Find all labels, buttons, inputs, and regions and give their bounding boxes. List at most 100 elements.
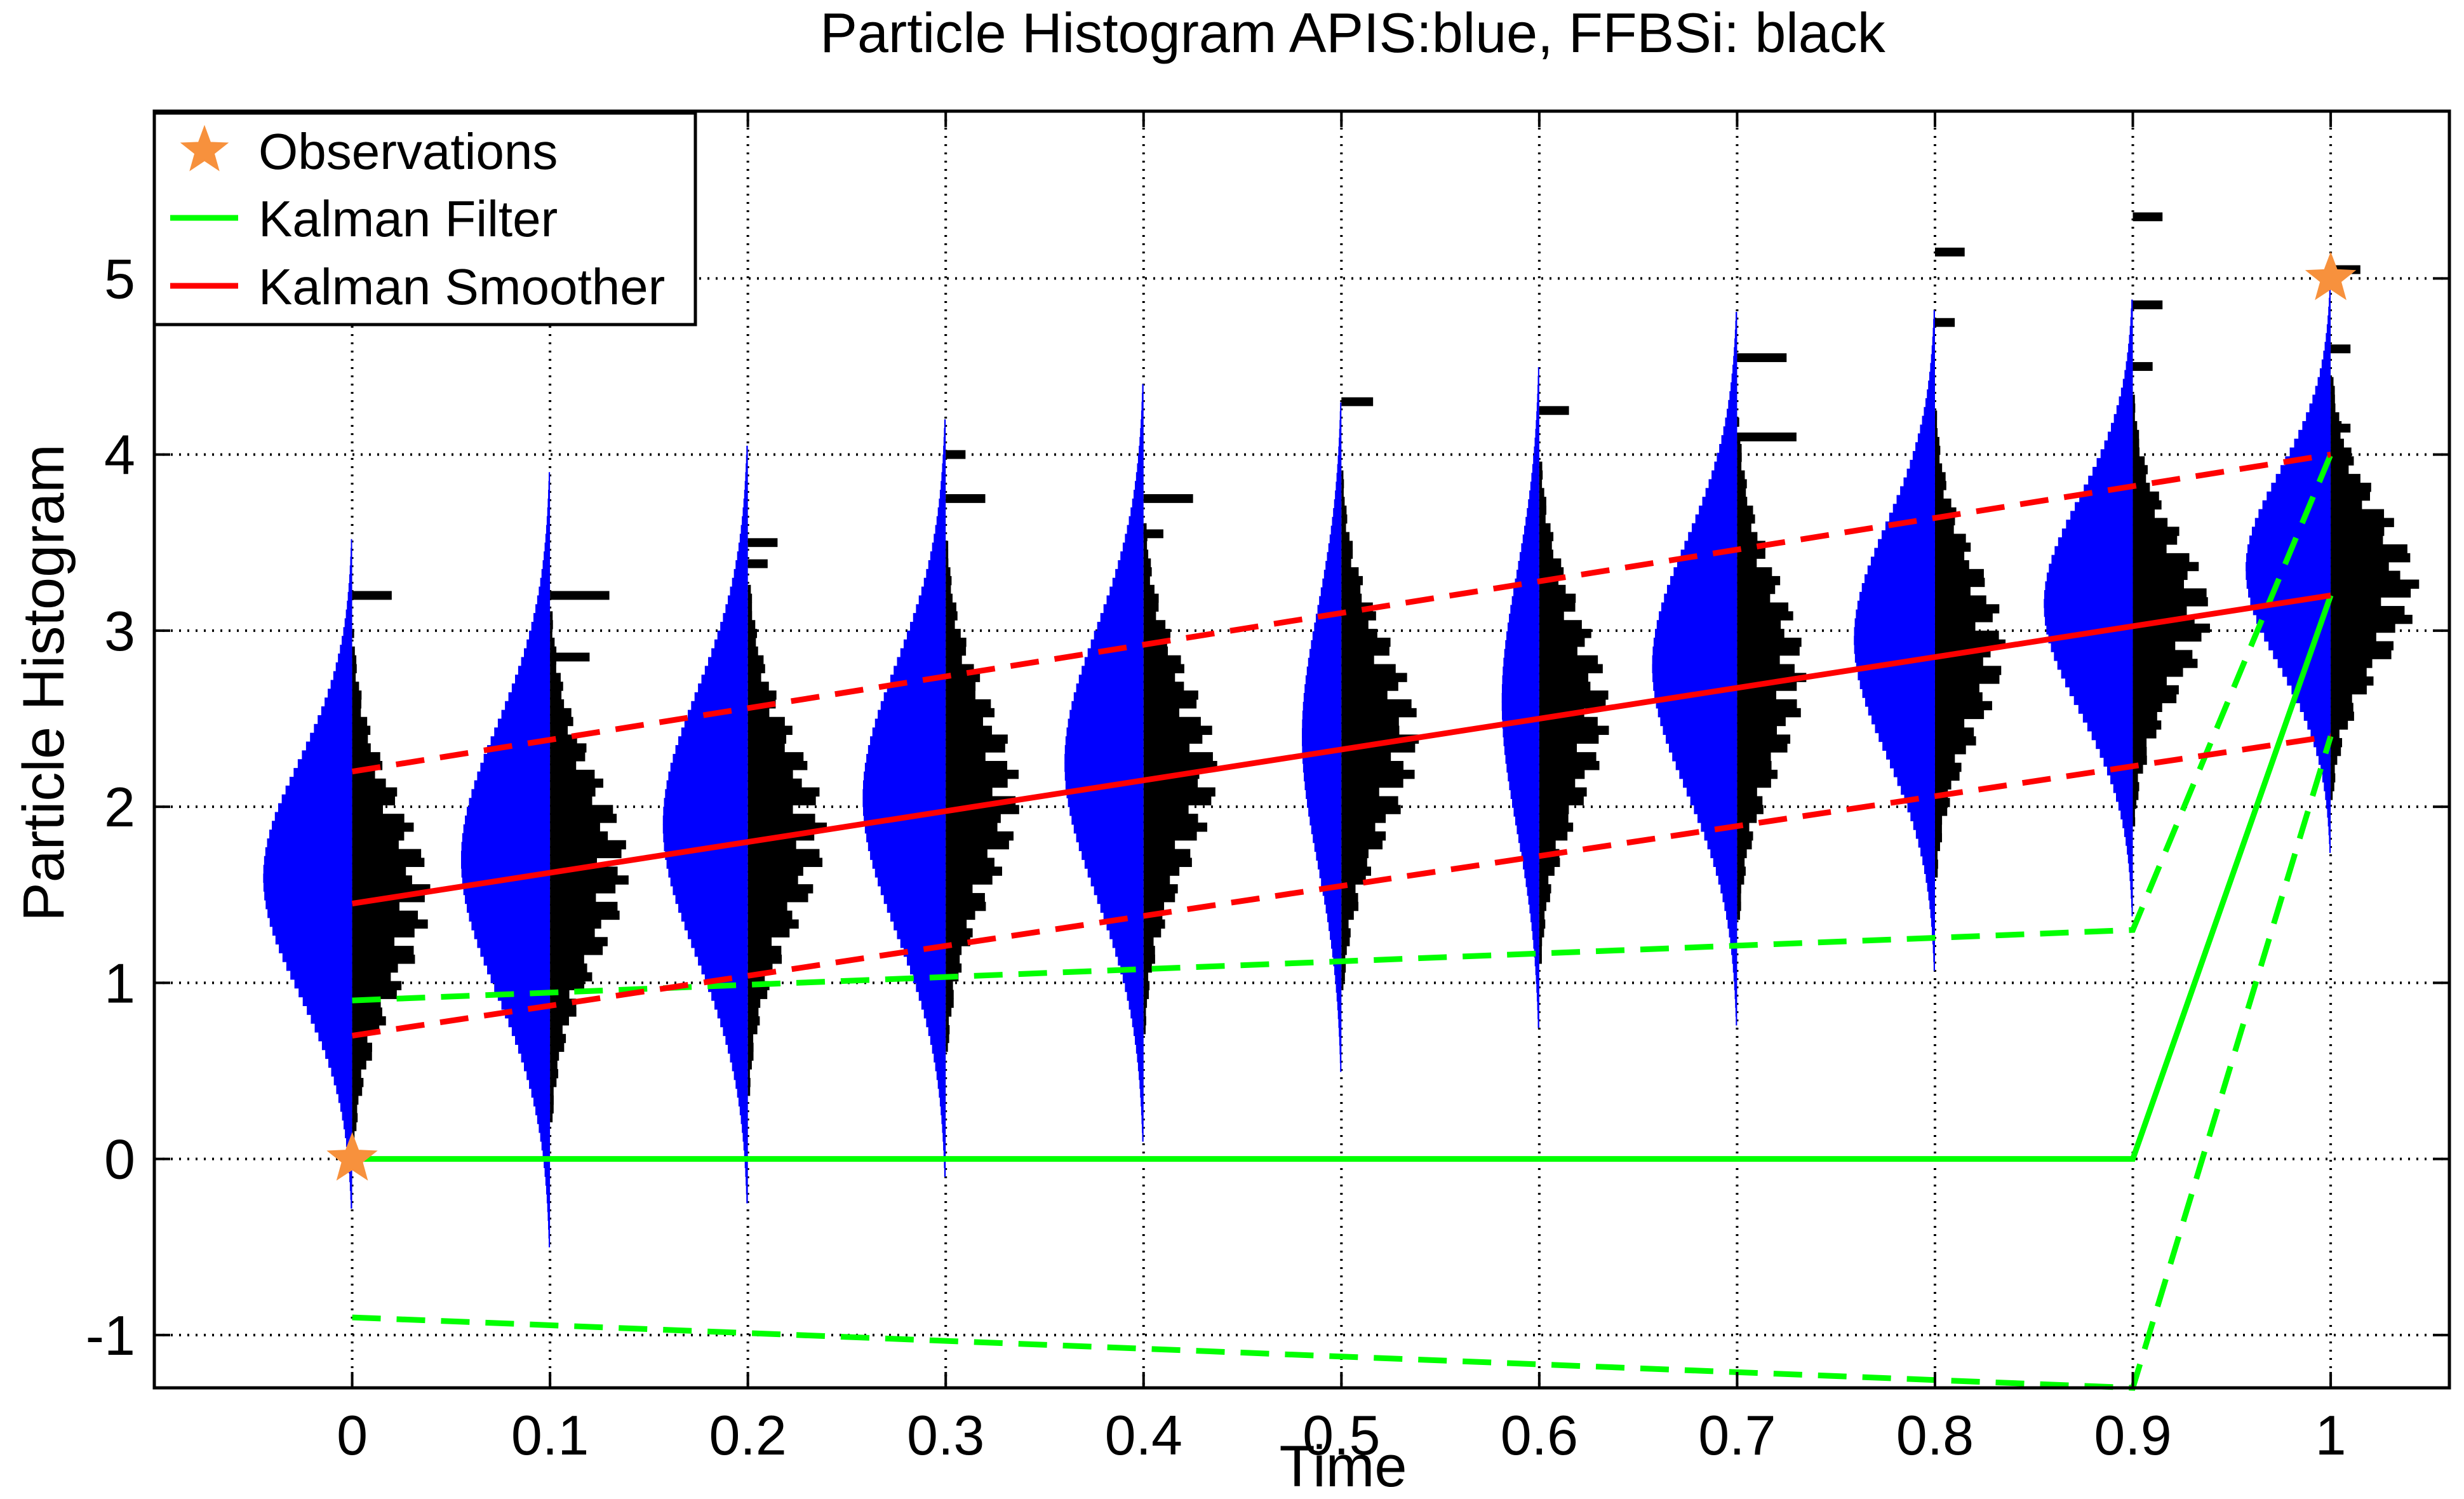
apis-histogram-bar bbox=[668, 868, 748, 878]
ffbsi-histogram-bar bbox=[1934, 630, 1999, 640]
apis-histogram-bar bbox=[526, 1070, 551, 1080]
apis-histogram-bar bbox=[1064, 762, 1144, 772]
ffbsi-histogram-bar bbox=[946, 655, 962, 665]
apis-histogram-bar bbox=[746, 454, 748, 464]
apis-histogram-bar bbox=[264, 856, 352, 866]
ffbsi-histogram-bar bbox=[550, 1025, 563, 1035]
ffbsi-histogram-bar bbox=[747, 884, 814, 894]
ffbsi-histogram-bar bbox=[1143, 673, 1175, 682]
apis-histogram-bar bbox=[1312, 631, 1342, 641]
ffbsi-histogram-bar bbox=[550, 708, 572, 718]
ffbsi-histogram-bar bbox=[1143, 584, 1155, 595]
legend-label: Kalman Filter bbox=[258, 191, 558, 247]
ffbsi-histogram-bar bbox=[1341, 514, 1348, 524]
apis-histogram-bar bbox=[505, 701, 551, 711]
apis-histogram-bar bbox=[1517, 569, 1539, 579]
apis-histogram-bar bbox=[913, 613, 946, 622]
ffbsi-histogram-bar bbox=[946, 814, 1001, 823]
ffbsi-histogram-bar bbox=[550, 682, 563, 691]
apis-histogram-bar bbox=[463, 885, 551, 896]
apis-histogram-bar bbox=[714, 1000, 748, 1010]
apis-histogram-bar bbox=[2127, 845, 2133, 855]
ffbsi-histogram-bar bbox=[1341, 796, 1398, 805]
apis-histogram-bar bbox=[1073, 692, 1144, 702]
apis-histogram-bar bbox=[1501, 701, 1539, 711]
ffbsi-histogram-bar bbox=[1737, 778, 1771, 788]
ffbsi-histogram-bar bbox=[1143, 690, 1198, 700]
ffbsi-histogram-bar bbox=[1539, 532, 1554, 542]
ffbsi-outlier-bar bbox=[1737, 353, 1787, 363]
apis-histogram-bar bbox=[1140, 1088, 1144, 1098]
x-tick-label: 1 bbox=[2315, 1404, 2347, 1467]
ffbsi-histogram-bar bbox=[1737, 593, 1771, 603]
ffbsi-histogram-bar bbox=[550, 981, 584, 991]
ffbsi-histogram-bar bbox=[1341, 470, 1344, 480]
ffbsi-histogram-bar bbox=[1539, 752, 1597, 762]
ffbsi-histogram-bar bbox=[2133, 465, 2148, 474]
ffbsi-histogram-bar bbox=[1341, 575, 1363, 586]
legend-label: Observations bbox=[258, 123, 558, 180]
apis-histogram-bar bbox=[744, 1159, 748, 1169]
ffbsi-histogram-bar bbox=[946, 602, 956, 612]
apis-histogram-bar bbox=[1661, 602, 1738, 612]
ffbsi-histogram-bar bbox=[1539, 461, 1543, 471]
apis-histogram-bar bbox=[505, 1009, 551, 1019]
apis-histogram-bar bbox=[711, 648, 748, 658]
apis-histogram-bar bbox=[934, 1053, 946, 1063]
apis-histogram-bar bbox=[1865, 697, 1935, 707]
apis-histogram-bar bbox=[2302, 420, 2331, 431]
apis-histogram-bar bbox=[2266, 491, 2331, 501]
apis-histogram-bar bbox=[1714, 461, 1738, 471]
apis-histogram-bar bbox=[1094, 885, 1144, 896]
ffbsi-histogram-bar bbox=[1539, 734, 1599, 744]
apis-histogram-bar bbox=[272, 926, 352, 936]
ffbsi-histogram-bar bbox=[2133, 720, 2162, 730]
apis-histogram-bar bbox=[2130, 880, 2133, 891]
apis-histogram-bar bbox=[1536, 974, 1539, 985]
ffbsi-histogram-bar bbox=[1539, 892, 1550, 903]
ffbsi-histogram-bar bbox=[2331, 614, 2413, 624]
ffbsi-histogram-bar bbox=[2133, 518, 2168, 527]
apis-histogram-bar bbox=[1510, 790, 1539, 799]
apis-histogram-bar bbox=[1655, 629, 1738, 638]
apis-histogram-bar bbox=[1335, 490, 1342, 500]
apis-histogram-bar bbox=[1141, 401, 1144, 411]
apis-histogram-bar bbox=[1732, 954, 1738, 964]
apis-histogram-bar bbox=[1520, 842, 1539, 852]
ffbsi-histogram-bar bbox=[550, 875, 629, 885]
ffbsi-histogram-bar bbox=[1934, 525, 1954, 534]
ffbsi-histogram-bar bbox=[1539, 796, 1584, 805]
apis-histogram-bar bbox=[2131, 898, 2133, 908]
apis-histogram-bar bbox=[1078, 842, 1144, 852]
ffbsi-histogram-bar bbox=[2133, 527, 2179, 536]
apis-histogram-bar bbox=[1933, 953, 1935, 962]
apis-histogram-bar bbox=[1142, 1124, 1144, 1133]
ffbsi-histogram-bar bbox=[1341, 901, 1359, 911]
ffbsi-histogram-bar bbox=[1341, 928, 1351, 938]
apis-histogram-bar bbox=[1512, 798, 1539, 808]
apis-histogram-bar bbox=[1314, 842, 1342, 852]
apis-histogram-bar bbox=[2051, 555, 2133, 565]
ffbsi-histogram-bar bbox=[550, 1042, 565, 1052]
ffbsi-histogram-bar bbox=[352, 1042, 372, 1052]
apis-histogram-bar bbox=[2065, 678, 2133, 688]
ffbsi-histogram-bar bbox=[1341, 752, 1391, 762]
apis-histogram-bar bbox=[345, 1129, 352, 1138]
ffbsi-histogram-bar bbox=[1539, 866, 1555, 876]
ffbsi-histogram-bar bbox=[1934, 445, 1941, 455]
apis-histogram-bar bbox=[2246, 561, 2331, 572]
ffbsi-histogram-bar bbox=[1934, 762, 1962, 772]
apis-histogram-bar bbox=[681, 727, 748, 737]
apis-histogram-bar bbox=[1886, 750, 1935, 760]
ffbsi-histogram-bar bbox=[2331, 386, 2335, 395]
apis-histogram-bar bbox=[1327, 552, 1342, 561]
ffbsi-histogram-bar bbox=[352, 1113, 358, 1122]
apis-histogram-bar bbox=[1106, 921, 1144, 931]
ffbsi-histogram-bar bbox=[550, 778, 603, 788]
ffbsi-histogram-bar bbox=[1934, 428, 1938, 438]
apis-histogram-bar bbox=[333, 671, 352, 681]
apis-histogram-bar bbox=[1337, 1010, 1342, 1019]
ffbsi-histogram-bar bbox=[946, 823, 998, 832]
ffbsi-histogram-bar bbox=[2133, 553, 2190, 563]
apis-histogram-bar bbox=[863, 780, 946, 790]
